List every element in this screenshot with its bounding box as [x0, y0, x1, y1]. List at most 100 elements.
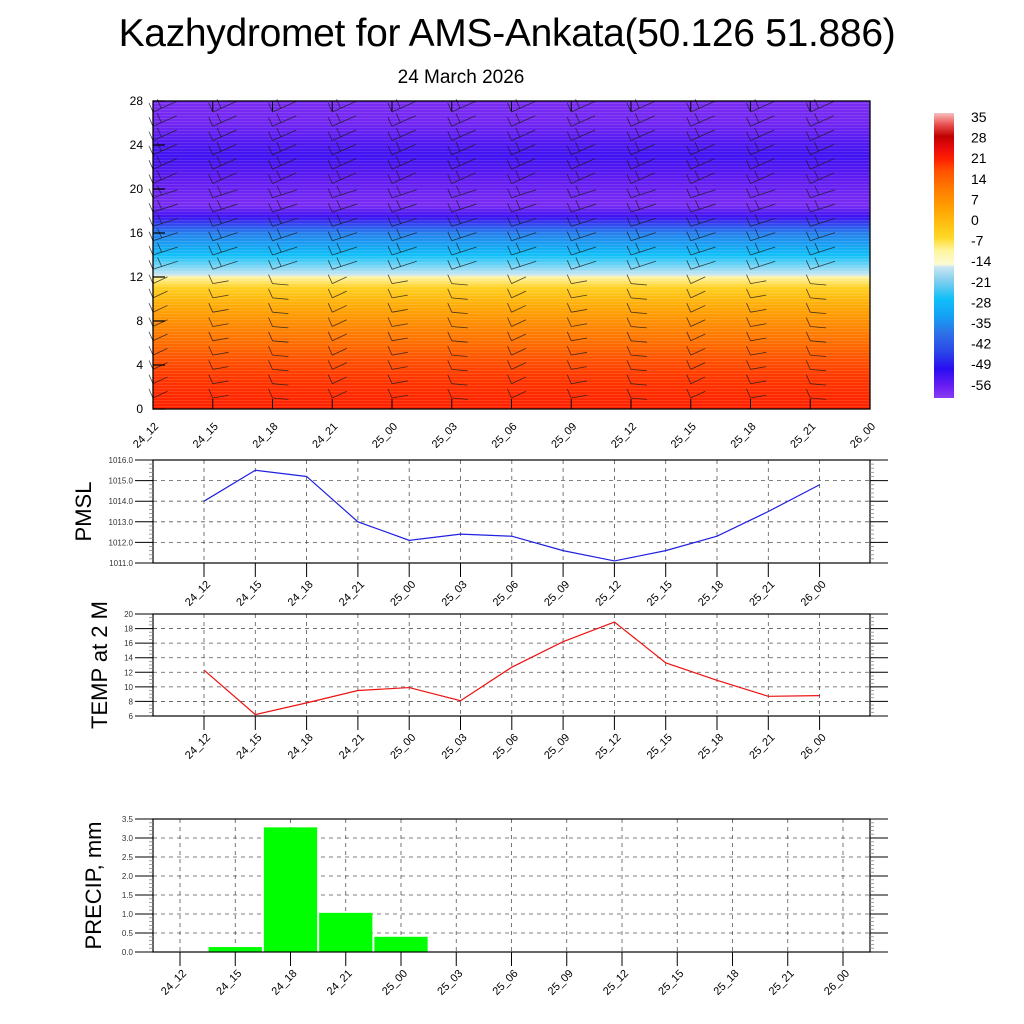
wind-barb: [690, 115, 715, 127]
wind-barb-flag: [746, 117, 751, 127]
wind-barb-flag: [515, 257, 521, 267]
wind-barb-flag: [805, 388, 811, 399]
wind-barb-flag: [814, 257, 820, 267]
wind-barb-flag: [575, 228, 581, 239]
cross-section-panel: 0 4 8 12 16 20 24 28 24_12 24_15 24_18 24_21 25_00 2…: [130, 94, 878, 451]
x-tick-label: 25_09: [546, 968, 576, 998]
wind-barb: [332, 129, 357, 141]
wind-barb-flag: [686, 117, 692, 127]
wind-barb-flag: [805, 131, 811, 141]
wind-barb-flag: [566, 174, 572, 184]
wind-barb-flag: [148, 331, 154, 341]
wind-barb-flag: [327, 374, 333, 384]
wind-barb-flag: [686, 217, 692, 227]
wind-barb: [690, 189, 716, 199]
wind-barb-flag: [456, 243, 461, 253]
wind-barb-flag: [754, 200, 760, 210]
wind-barb-flag: [327, 102, 333, 113]
wind-barb-flag: [217, 214, 222, 224]
wind-barb-flag: [396, 243, 402, 253]
wind-barb: [511, 246, 537, 256]
wind-barb-flag: [686, 317, 692, 327]
wind-barb-flag: [805, 174, 811, 184]
wind-barb-flag: [268, 274, 273, 284]
wind-barb-flag: [268, 145, 273, 156]
wind-barb-flag: [268, 131, 273, 141]
x-tick-label: 25_00: [388, 732, 418, 762]
wind-barb: [750, 394, 767, 399]
x-tick-label: 25_06: [490, 421, 520, 451]
wind-barb-flag: [336, 257, 342, 267]
y-tick-label: 14: [124, 654, 133, 663]
wind-barb-flag: [805, 117, 811, 127]
wind-barb-flag: [148, 317, 154, 327]
wind-barb-flag: [156, 170, 162, 180]
wind-barb: [690, 143, 715, 156]
wind-barb: [630, 101, 655, 113]
wind-barb: [571, 143, 596, 156]
precip-bar: [208, 947, 262, 952]
wind-barb-flag: [268, 202, 273, 213]
wind-barb-flag: [208, 160, 214, 170]
x-tick-label: 24_12: [159, 968, 189, 998]
wind-barb-flag: [447, 260, 453, 270]
wind-barb-flag: [566, 317, 572, 327]
x-tick-label: 25_15: [645, 579, 675, 609]
wind-barb: [332, 217, 358, 227]
wind-barb-flag: [814, 214, 820, 224]
wind-barb: [810, 189, 836, 199]
colorbar-label: -14: [971, 253, 991, 269]
wind-barb: [630, 340, 647, 343]
wind-barb: [212, 260, 238, 270]
y-tick-label: 3.0: [122, 834, 134, 843]
wind-barb-flag: [217, 257, 222, 267]
wind-barb: [690, 217, 716, 227]
wind-barb: [272, 115, 297, 127]
wind-barb: [272, 383, 289, 386]
wind-barb-flag: [626, 374, 632, 384]
wind-barb-flag: [148, 117, 154, 127]
wind-barb-flag: [268, 117, 273, 127]
wind-barb-flag: [327, 202, 333, 213]
wind-barb-flag: [626, 331, 632, 341]
y-axis-label: TEMP at 2 M: [87, 601, 112, 729]
wind-barb: [690, 129, 715, 141]
wind-barb: [511, 290, 527, 299]
wind-barb-flag: [208, 174, 214, 184]
wind-barb: [571, 294, 588, 299]
wind-barb-flag: [336, 127, 341, 138]
cross-section-y-axis: 0 4 8 12 16 20 24 28: [130, 94, 165, 416]
wind-barb-flag: [746, 331, 751, 341]
wind-barb-flag: [447, 317, 453, 327]
wind-barb-flag: [507, 331, 512, 341]
wind-barb: [152, 333, 168, 342]
wind-barb: [630, 383, 647, 386]
wind-barb: [810, 232, 836, 242]
wind-barb: [391, 129, 416, 141]
wind-barb-flag: [695, 185, 700, 196]
wind-barb-flag: [814, 142, 819, 152]
wind-barb: [810, 172, 835, 184]
wind-barb: [750, 246, 776, 256]
wind-barb-flag: [208, 288, 214, 299]
wind-barb: [690, 319, 706, 327]
wind-barb-flag: [695, 228, 700, 239]
y-tick-label: 1015.0: [109, 477, 134, 486]
wind-barb-flag: [395, 142, 401, 152]
wind-barb: [630, 172, 655, 184]
wind-barb-flag: [447, 145, 453, 156]
wind-barb: [571, 337, 588, 342]
wind-barb-flag: [268, 360, 273, 370]
wind-barb: [630, 311, 647, 314]
x-tick-label: 25_00: [388, 579, 418, 609]
wind-barb: [152, 115, 177, 127]
wind-barb: [511, 172, 536, 184]
x-tick-label: 25_03: [435, 968, 465, 998]
wind-barb-flag: [626, 174, 632, 184]
wind-barb-flag: [805, 288, 811, 299]
wind-barb-flag: [148, 360, 154, 370]
wind-barb: [272, 260, 298, 270]
wind-barb: [690, 203, 716, 213]
wind-barb-flag: [566, 245, 572, 256]
x-tick-label: 25_18: [729, 421, 759, 451]
